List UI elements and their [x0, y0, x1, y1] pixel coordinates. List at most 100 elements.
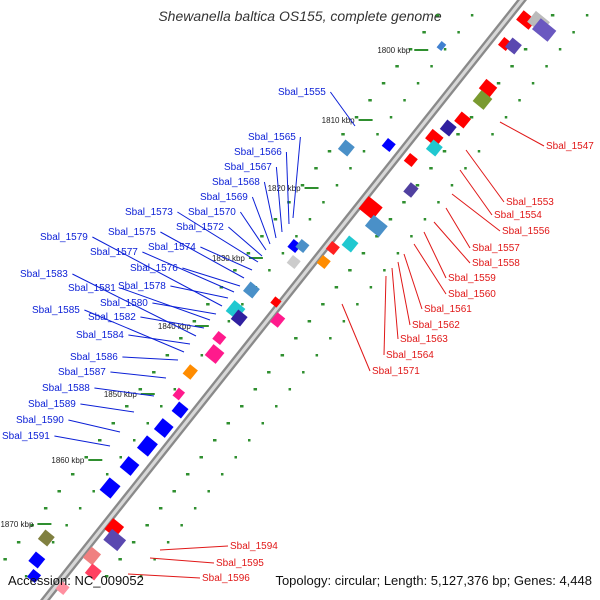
- gc-dot: [342, 320, 346, 323]
- leader-line-right: [397, 261, 411, 326]
- gc-dot: [234, 456, 237, 459]
- gc-dot: [260, 235, 264, 238]
- gene-label-left: Sbal_1588: [42, 383, 90, 394]
- gc-dot: [510, 65, 514, 68]
- gc-dot: [30, 524, 34, 527]
- gc-dot: [200, 354, 204, 357]
- leader-line-right: [459, 169, 493, 216]
- gc-dot: [227, 320, 231, 323]
- gc-dot: [376, 133, 379, 136]
- gc-dot: [396, 252, 400, 255]
- gene-label-right: Sbal_1562: [412, 320, 460, 331]
- gc-dot: [437, 201, 440, 204]
- gc-dot: [416, 82, 420, 85]
- gc-dot: [172, 490, 176, 493]
- gene-feature: [182, 364, 198, 380]
- gene-feature: [287, 238, 302, 254]
- gc-dot: [16, 541, 21, 544]
- leader-line-right: [341, 303, 371, 372]
- leader-line-left: [251, 196, 271, 245]
- leader-line-left: [228, 226, 263, 257]
- gene-label-right: Sbal_1554: [494, 210, 542, 221]
- gene-feature: [436, 41, 447, 51]
- leader-line-left: [142, 251, 235, 293]
- gene-feature: [381, 137, 396, 153]
- gc-dot: [388, 218, 393, 221]
- gene-label-left: Sbal_1590: [16, 415, 64, 426]
- gene-label-left: Sbal_1575: [108, 227, 156, 238]
- gc-dot: [253, 388, 258, 391]
- gc-dot: [300, 184, 305, 187]
- gene-feature: [99, 477, 121, 499]
- gc-dot: [442, 150, 447, 153]
- gc-dot: [429, 167, 433, 170]
- gene-feature: [337, 139, 355, 157]
- gc-dot: [179, 337, 183, 340]
- leader-line-right: [159, 545, 229, 551]
- scale-tick-label: 1820 kbp: [268, 184, 301, 193]
- gc-dot: [275, 405, 278, 408]
- gene-feature: [84, 563, 102, 581]
- gc-dot: [402, 201, 406, 204]
- gene-label-left: Sbal_1579: [40, 232, 88, 243]
- gc-dot: [456, 133, 460, 136]
- gene-label-left: Sbal_1576: [130, 263, 178, 274]
- gc-dot: [550, 14, 555, 17]
- gene-feature: [171, 401, 189, 419]
- accession-text: Accession: NC_009052: [8, 573, 144, 588]
- leader-line-left: [84, 309, 185, 353]
- gene-label-left: Sbal_1566: [234, 147, 282, 158]
- gene-label-left: Sbal_1581: [68, 283, 116, 294]
- gene-feature: [103, 528, 127, 552]
- leader-line-left: [182, 267, 241, 287]
- gc-dot: [206, 303, 210, 306]
- gc-dot: [308, 218, 312, 221]
- gc-dot: [362, 150, 366, 153]
- gc-dot: [51, 541, 55, 544]
- gene-label-left: Sbal_1587: [58, 367, 106, 378]
- gc-dot: [403, 99, 406, 102]
- gene-label-right: Sbal_1561: [424, 304, 472, 315]
- gene-label-left: Sbal_1555: [278, 87, 326, 98]
- gene-label-right: Sbal_1556: [502, 226, 550, 237]
- gene-feature: [82, 546, 102, 566]
- gene-label-left: Sbal_1586: [70, 352, 118, 363]
- leader-line-left: [128, 334, 191, 345]
- gene-feature: [454, 111, 472, 129]
- gc-dot: [415, 184, 420, 187]
- scale-tick-label: 1860 kbp: [51, 456, 84, 465]
- gc-dot: [469, 116, 474, 119]
- leader-line-right: [423, 231, 447, 279]
- gc-dot: [558, 48, 562, 51]
- gene-feature: [341, 235, 359, 253]
- leader-line-right: [433, 221, 471, 264]
- gene-label-left: Sbal_1577: [90, 247, 138, 258]
- gc-dot: [111, 422, 116, 425]
- gc-dot: [105, 473, 109, 476]
- gc-dot: [207, 490, 210, 493]
- leader-line-left: [152, 302, 217, 315]
- gene-label-left: Sbal_1591: [2, 431, 50, 442]
- gc-dot: [443, 48, 447, 51]
- leader-line-left: [160, 231, 245, 279]
- gene-feature: [295, 238, 310, 254]
- gene-feature: [230, 309, 248, 327]
- gene-label-left: Sbal_1578: [118, 281, 166, 292]
- gc-dot: [247, 439, 251, 442]
- scale-ticks: 1800 kbp 1810 kbp 1820 kbp 1830 kbp 1840 kbp…: [0, 46, 429, 529]
- gc-dot: [423, 218, 427, 221]
- gc-dot: [354, 116, 359, 119]
- gene-feature: [439, 119, 457, 137]
- gc-dot: [496, 82, 501, 85]
- gc-dot: [212, 439, 217, 442]
- gene-feature: [531, 18, 557, 42]
- gene-label-right: Sbal_1571: [372, 366, 420, 377]
- leader-line-left: [140, 316, 205, 329]
- gene-label-right: Sbal_1547: [546, 141, 594, 152]
- gene-feature: [403, 182, 419, 198]
- gc-dot: [233, 269, 237, 272]
- gene-feature: [119, 456, 140, 476]
- gc-dot: [349, 167, 352, 170]
- gc-dot: [57, 490, 61, 493]
- gc-dot: [295, 235, 298, 238]
